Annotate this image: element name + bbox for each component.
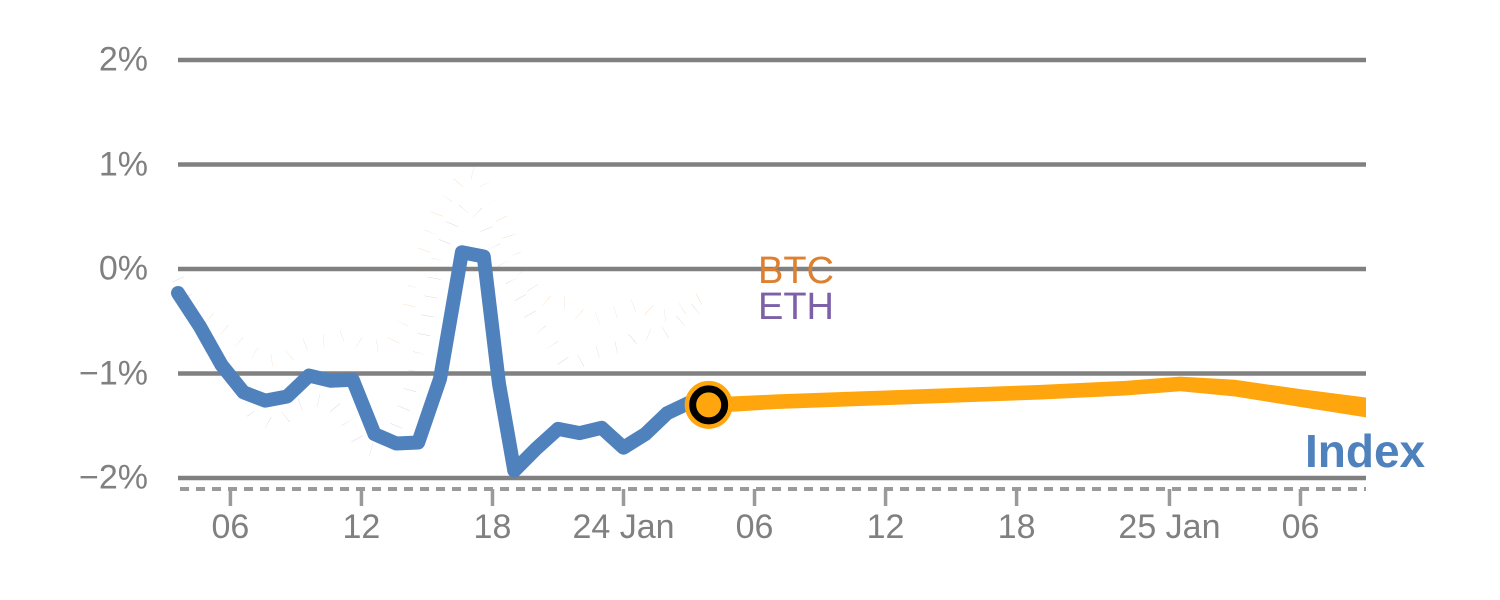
series-lines <box>171 165 716 478</box>
gridlines-group <box>178 57 1366 481</box>
x-tick-label: 12 <box>342 508 381 546</box>
x-tick-label: 06 <box>211 508 250 546</box>
y-tick-label: −2% <box>79 458 148 497</box>
x-tick-label: 25 Jan <box>1118 508 1221 546</box>
y-tick-label: 2% <box>98 40 148 79</box>
x-tick-label: 06 <box>1281 508 1320 546</box>
y-tick-label: −1% <box>79 354 148 392</box>
y-tick-label: 1% <box>98 145 148 183</box>
current-point-marker <box>684 380 733 429</box>
series-label-index: Index <box>1305 425 1426 477</box>
series-label-btc: BTC <box>758 250 834 292</box>
x-tick-label: 18 <box>997 508 1036 546</box>
y-tick-label: 0% <box>98 249 148 288</box>
series-line-eth <box>172 197 707 458</box>
x-tick-label: 24 Jan <box>572 508 675 546</box>
x-tick-label: 18 <box>473 508 512 546</box>
x-tick-marks <box>228 489 1303 506</box>
x-tick-label: 12 <box>866 508 905 546</box>
series-line-btc <box>176 165 706 368</box>
forecast-band <box>708 376 1366 418</box>
series-line-index <box>171 245 716 478</box>
series-label-eth: ETH <box>758 286 834 328</box>
forecast-band-area <box>708 376 1366 418</box>
marker-ring[interactable] <box>689 385 729 425</box>
x-tick-label: 06 <box>735 508 774 546</box>
